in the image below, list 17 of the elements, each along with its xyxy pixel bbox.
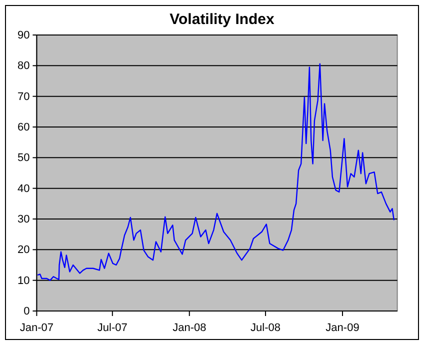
- y-tick-label: 90: [17, 30, 30, 42]
- y-tick-label: 70: [17, 90, 30, 103]
- y-tick-label: 50: [17, 152, 30, 164]
- y-tick-label: 60: [17, 122, 30, 134]
- x-tick-label: Jan-09: [326, 322, 360, 334]
- x-tick-label: Jan-07: [20, 322, 54, 334]
- y-tick-label: 10: [17, 274, 30, 287]
- y-tick-label: 0: [24, 306, 30, 318]
- chart-title: Volatility Index: [170, 11, 276, 28]
- y-tick-label: 20: [17, 244, 30, 256]
- y-tick-label: 40: [17, 182, 30, 195]
- x-tick-label: Jul-08: [250, 322, 281, 334]
- x-tick-label: Jul-07: [97, 322, 128, 334]
- x-tick-label: Jan-08: [172, 322, 206, 334]
- y-tick-label: 80: [17, 60, 30, 72]
- line-series: [36, 63, 395, 281]
- y-tick-label: 30: [17, 214, 30, 226]
